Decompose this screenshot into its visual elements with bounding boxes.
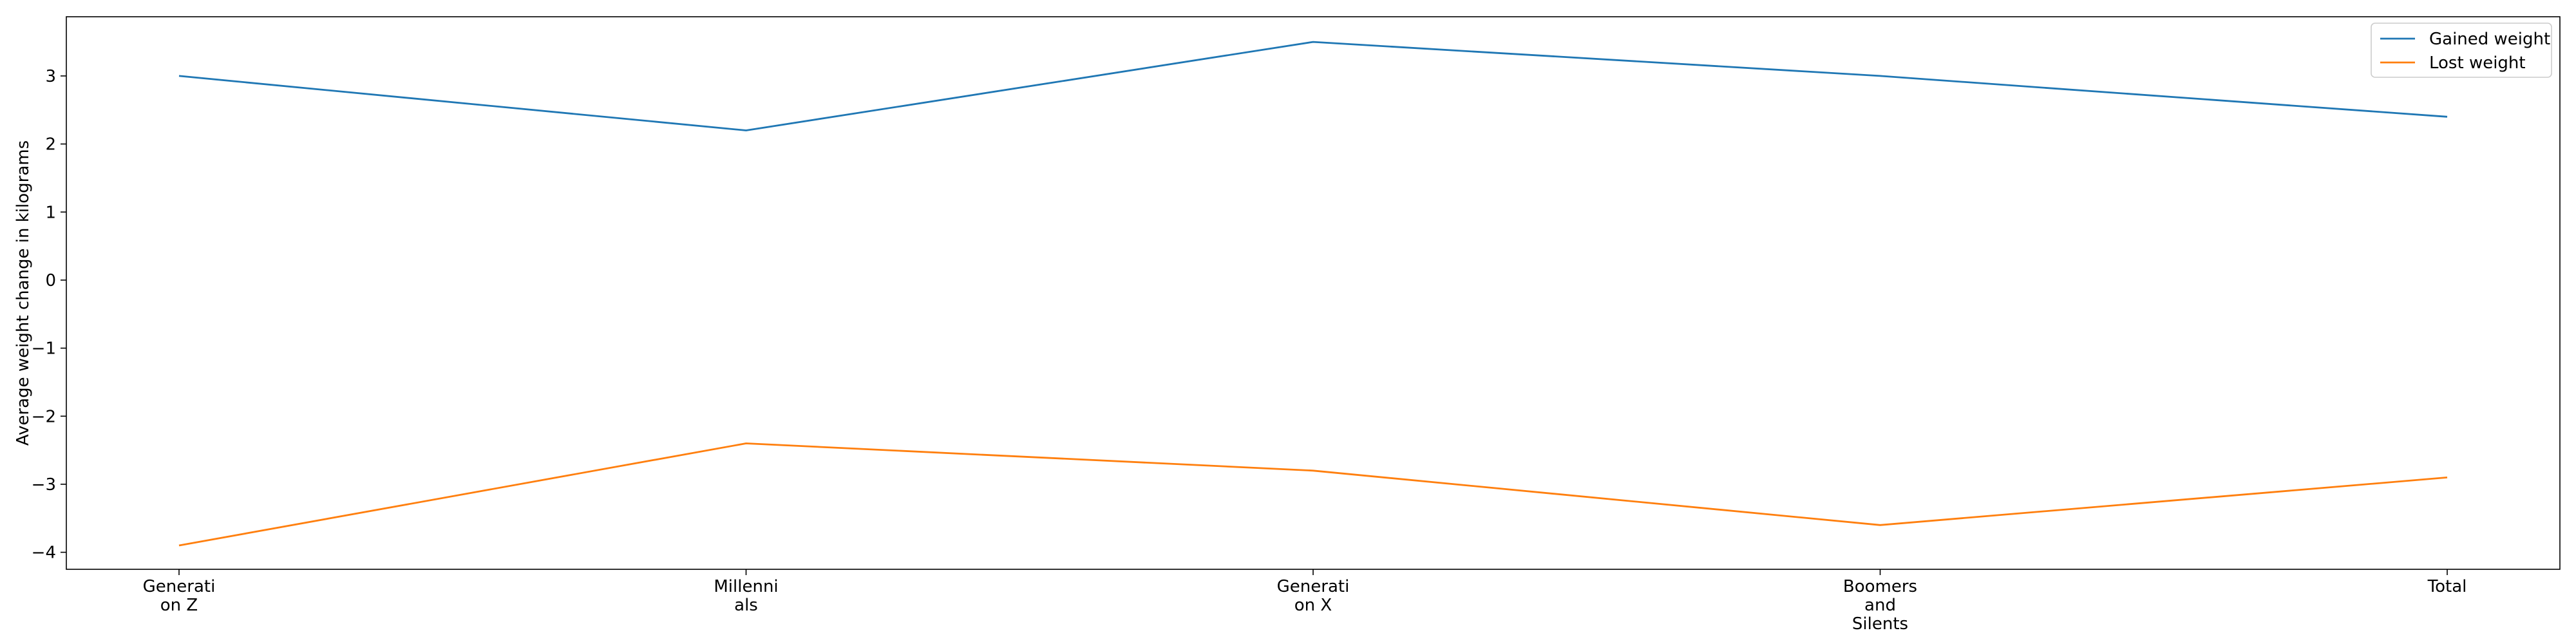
x-tick-label-line: and: [1864, 596, 1896, 615]
x-tick-label: Millenni als: [714, 577, 778, 615]
x-tick-label: Generati on X: [1277, 577, 1350, 615]
x-tick-label-line: Generati: [143, 577, 216, 596]
y-tick-label: −2: [32, 407, 56, 426]
y-tick-label: 0: [45, 271, 56, 290]
y-axis-ticks: 3 2 1 0 −1 −2 −3 −4: [32, 67, 66, 563]
legend-box: [2371, 23, 2552, 78]
legend: Gained weight Lost weight: [2371, 23, 2552, 78]
series-line-lost-weight: [178, 442, 2448, 547]
series-lines: [178, 41, 2448, 547]
x-tick-label: Total: [2427, 577, 2467, 596]
series-line-gained-weight: [178, 41, 2448, 131]
x-tick-label-line: als: [734, 596, 758, 615]
y-tick-label: −3: [32, 475, 56, 495]
plot-frame: [66, 16, 2561, 570]
x-tick-label-line: Total: [2427, 577, 2467, 596]
y-tick-label: −1: [32, 339, 56, 359]
x-tick-label: Generati on Z: [143, 577, 216, 615]
y-tick-label: 3: [45, 67, 56, 86]
x-tick-label-line: Boomers: [1843, 577, 1917, 596]
y-axis-label: Average weight change in kilograms: [14, 140, 33, 446]
x-tick-label-line: on Z: [160, 596, 198, 615]
x-tick-label: Boomers and Silents: [1843, 577, 1917, 634]
x-tick-label-line: Silents: [1852, 614, 1908, 634]
y-tick-label: 1: [45, 203, 56, 222]
y-tick-label: 2: [45, 135, 56, 155]
x-tick-label-line: Millenni: [714, 577, 778, 596]
y-tick-label: −4: [32, 544, 56, 563]
legend-label: Gained weight: [2429, 30, 2550, 49]
x-tick-label-line: Generati: [1277, 577, 1350, 596]
x-tick-label-line: on X: [1294, 596, 1332, 615]
legend-label: Lost weight: [2429, 53, 2526, 73]
